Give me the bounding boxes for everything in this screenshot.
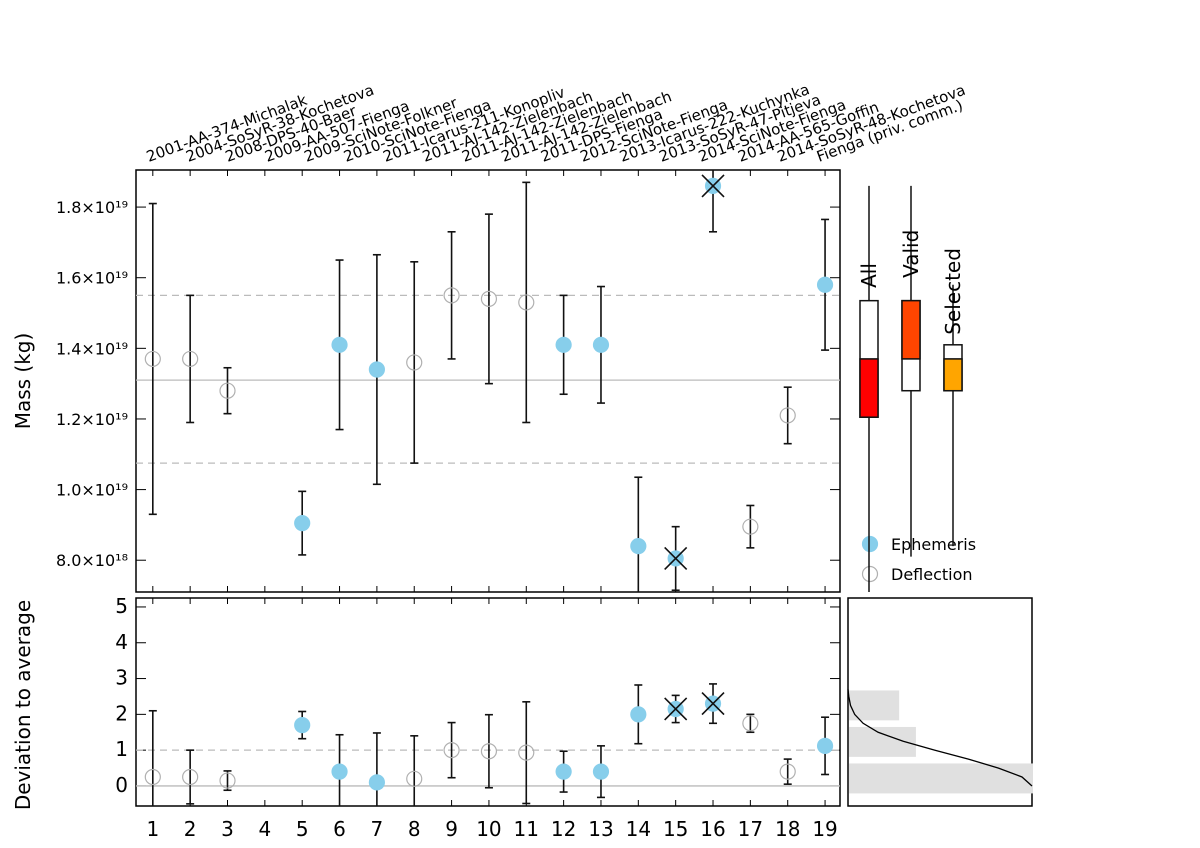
y-tick-label: 1.4×10¹⁹ (56, 339, 128, 358)
legend-marker (861, 535, 879, 553)
ephemeris-point (816, 737, 834, 754)
x-tick-label: 15 (663, 817, 688, 841)
deviation-panel-frame (135, 597, 841, 807)
y-tick-label: 2 (115, 701, 128, 725)
y-tick-label: 1.0×10¹⁹ (56, 481, 128, 500)
x-tick-label: 5 (296, 817, 309, 841)
deflection-point (182, 350, 199, 368)
ephemeris-point (555, 763, 572, 780)
histogram-panel-frame (847, 597, 1033, 807)
deflection-point (480, 290, 498, 307)
ephemeris-point (592, 763, 610, 780)
x-tick-label: 19 (812, 817, 837, 841)
legend-label: Ephemeris (891, 535, 976, 554)
x-tick-label: 13 (588, 817, 613, 841)
deflection-point (144, 768, 161, 786)
legend-label: Deflection (891, 565, 973, 584)
rejected-marker (664, 546, 688, 571)
y-tick-label: 8.0×10¹⁸ (56, 551, 128, 570)
ephemeris-point (592, 336, 610, 353)
deflection-point (406, 354, 423, 371)
ephemeris-point (294, 515, 311, 532)
rejected-marker (664, 697, 688, 721)
box-fill (901, 299, 921, 360)
x-tick-label: 6 (333, 817, 346, 841)
ephemeris-point (368, 361, 385, 378)
y-tick-label: 1.2×10¹⁹ (56, 410, 128, 429)
deflection-point (182, 768, 199, 786)
x-tick-label: 12 (551, 817, 576, 841)
y-tick-label: 3 (115, 666, 128, 690)
deflection-point (219, 382, 236, 399)
x-tick-label: 2 (184, 817, 197, 841)
deflection-point (742, 715, 759, 732)
deflection-point (779, 763, 796, 780)
x-tick-label: 14 (626, 817, 651, 841)
deflection-point (480, 743, 498, 760)
deflection-point (219, 772, 236, 789)
deflection-point (406, 770, 423, 787)
x-tick-label: 11 (514, 817, 539, 841)
box-label: Selected (941, 248, 965, 335)
box-fill (859, 358, 879, 418)
deflection-point (443, 287, 460, 304)
y-tick-label: 1 (115, 737, 128, 761)
y-tick-label: 1.6×10¹⁹ (56, 269, 128, 288)
rejected-marker (701, 174, 725, 198)
deflection-point (779, 407, 796, 424)
x-tick-label: 9 (445, 817, 458, 841)
ephemeris-point (630, 706, 647, 723)
deflection-point (742, 518, 759, 535)
distribution-curve (847, 689, 1033, 787)
x-tick-label: 4 (258, 817, 271, 841)
ephemeris-point (331, 763, 348, 780)
x-tick-label: 18 (775, 817, 800, 841)
ephemeris-point (331, 336, 348, 353)
deflection-point (518, 744, 535, 761)
x-tick-label: 10 (476, 817, 501, 841)
x-tick-label: 3 (221, 817, 234, 841)
ephemeris-point (816, 276, 834, 293)
y-tick-label: 5 (115, 594, 128, 618)
histogram-bar (849, 690, 900, 721)
box-fill (943, 358, 963, 392)
x-tick-label: 8 (408, 817, 421, 841)
x-tick-label: 1 (146, 817, 159, 841)
ephemeris-point (630, 537, 647, 555)
ephemeris-point (368, 774, 385, 791)
y-axis-label: Deviation to average (11, 600, 35, 810)
deflection-point (443, 742, 460, 759)
mass-panel-frame (135, 169, 841, 593)
y-tick-label: 4 (115, 630, 128, 654)
ephemeris-point (294, 716, 311, 734)
x-tick-label: 17 (738, 817, 763, 841)
x-tick-label: 7 (371, 817, 384, 841)
deflection-point (518, 294, 535, 311)
y-axis-label: Mass (kg) (11, 333, 35, 430)
legend-marker (861, 565, 879, 583)
rejected-marker (701, 692, 725, 716)
deflection-point (144, 350, 161, 368)
y-tick-label: 0 (115, 773, 128, 797)
ephemeris-point (555, 336, 572, 353)
y-tick-label: 1.8×10¹⁹ (56, 198, 128, 217)
box-label: All (857, 263, 881, 288)
x-tick-label: 16 (700, 817, 725, 841)
box-label: Valid (899, 230, 923, 278)
histogram-bar (849, 763, 1033, 794)
